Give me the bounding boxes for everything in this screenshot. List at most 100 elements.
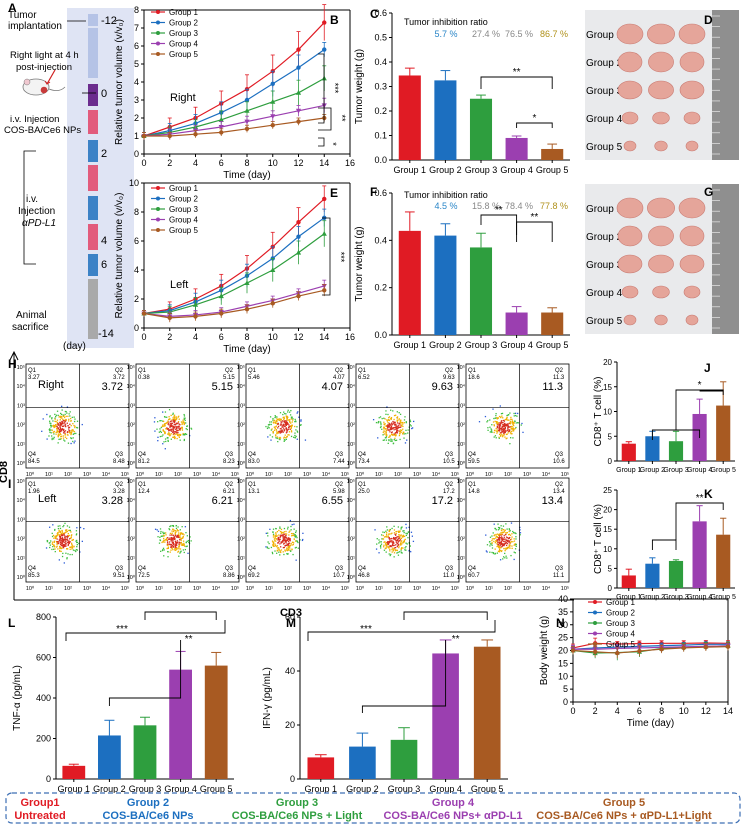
flow-event-dot	[55, 535, 58, 538]
flow-event-dot	[283, 417, 286, 419]
flow-event-dot	[267, 535, 269, 537]
inhibition-ratio: 86.7 %	[540, 29, 568, 39]
flow-event-dot	[500, 435, 502, 437]
flow-event-dot	[392, 550, 395, 552]
flow-event-dot	[387, 429, 389, 431]
flow-event-dot	[388, 538, 391, 540]
flow-event-dot	[81, 540, 83, 543]
flow-event-dot	[282, 535, 284, 538]
tumor-photo	[683, 285, 701, 299]
flow-event-dot	[386, 543, 388, 546]
flow-event-dot	[280, 528, 283, 531]
flow-event-dot	[173, 529, 175, 531]
flow-event-dot	[509, 426, 511, 428]
flow-event-dot	[289, 428, 291, 431]
flow-event-dot	[265, 425, 267, 428]
flow-event-dot	[395, 534, 397, 536]
flow-event-dot	[280, 549, 283, 551]
legend-label: Group 5	[606, 640, 635, 649]
panel-letter-K: K	[704, 487, 713, 501]
flow-event-dot	[166, 437, 168, 439]
flow-x-tick-label: 10²	[174, 472, 182, 478]
flow-event-dot	[183, 413, 185, 416]
flow-x-tick-label: 10³	[303, 586, 311, 592]
flow-event-dot	[283, 418, 285, 421]
flow-event-dot	[398, 412, 400, 414]
flow-event-dot	[498, 528, 501, 530]
x-tick-label: 8	[244, 332, 249, 342]
flow-event-dot	[72, 539, 74, 541]
flow-event-dot	[287, 537, 289, 539]
flow-event-dot	[294, 432, 296, 434]
flow-event-dot	[178, 555, 180, 557]
flow-event-dot	[398, 540, 401, 542]
flow-event-dot	[290, 529, 292, 531]
flow-event-dot	[180, 421, 183, 423]
flow-event-dot	[402, 534, 405, 537]
data-point	[322, 20, 327, 25]
flow-event-dot	[286, 430, 288, 432]
flow-event-dot	[390, 416, 393, 419]
flow-event-dot	[49, 544, 51, 546]
flow-event-dot	[282, 534, 284, 536]
flow-event-dot	[290, 416, 293, 418]
flow-event-dot	[70, 431, 72, 434]
flow-event-dot	[184, 526, 187, 528]
flow-event-dot	[397, 541, 399, 543]
y-tick-label: 40	[558, 594, 568, 604]
x-tick-label: 10	[679, 706, 689, 716]
tumor-photo	[679, 225, 705, 247]
flow-event-dot	[292, 543, 294, 546]
flow-y-tick-label: 10⁵	[457, 478, 465, 485]
flow-event-dot	[59, 531, 62, 534]
flow-event-dot	[485, 550, 488, 552]
tumor-photo	[685, 314, 699, 326]
flow-event-dot	[286, 421, 288, 423]
flow-event-dot	[504, 542, 506, 544]
flow-event-dot	[405, 527, 408, 529]
flow-event-dot	[169, 525, 171, 528]
flow-event-dot	[283, 538, 285, 541]
flow-event-dot	[164, 424, 166, 426]
flow-event-dot	[506, 433, 508, 435]
flow-event-dot	[72, 430, 75, 432]
flow-event-dot	[511, 533, 513, 535]
flow-event-dot	[279, 412, 282, 414]
flow-event-dot	[498, 425, 500, 427]
flow-event-dot	[167, 536, 169, 539]
flow-event-dot	[55, 425, 57, 427]
flow-event-dot	[69, 432, 71, 434]
flow-event-dot	[74, 425, 76, 427]
flow-event-dot	[507, 534, 510, 536]
flow-event-dot	[274, 434, 277, 436]
flow-event-dot	[382, 434, 384, 436]
significance-marker: *	[328, 142, 338, 146]
flow-event-dot	[56, 543, 58, 545]
flow-event-dot	[170, 438, 172, 440]
flow-event-dot	[283, 536, 285, 538]
flow-event-dot	[295, 546, 297, 549]
flow-event-dot	[295, 559, 297, 561]
flow-event-dot	[284, 422, 287, 424]
flow-event-dot	[513, 424, 515, 427]
flow-event-dot	[399, 424, 401, 426]
flow-event-dot	[402, 425, 404, 428]
flow-event-dot	[277, 541, 280, 543]
flow-event-dot	[175, 549, 177, 551]
flow-event-dot	[171, 544, 173, 547]
flow-event-dot	[186, 425, 189, 427]
flow-event-dot	[279, 418, 281, 420]
flow-event-dot	[489, 536, 492, 538]
flow-event-dot	[181, 544, 183, 546]
flow-event-dot	[279, 530, 282, 533]
flow-event-dot	[492, 421, 495, 423]
flow-x-tick-label: 10⁴	[212, 471, 221, 478]
category-label: Group 2	[429, 165, 462, 175]
flow-event-dot	[496, 417, 498, 419]
y-tick-label: 25	[558, 633, 568, 643]
legend-group-title: Group 4	[432, 797, 475, 809]
flow-event-dot	[176, 548, 178, 551]
flow-event-dot	[61, 417, 63, 419]
flow-event-dot	[51, 438, 53, 441]
flow-event-dot	[391, 422, 393, 424]
